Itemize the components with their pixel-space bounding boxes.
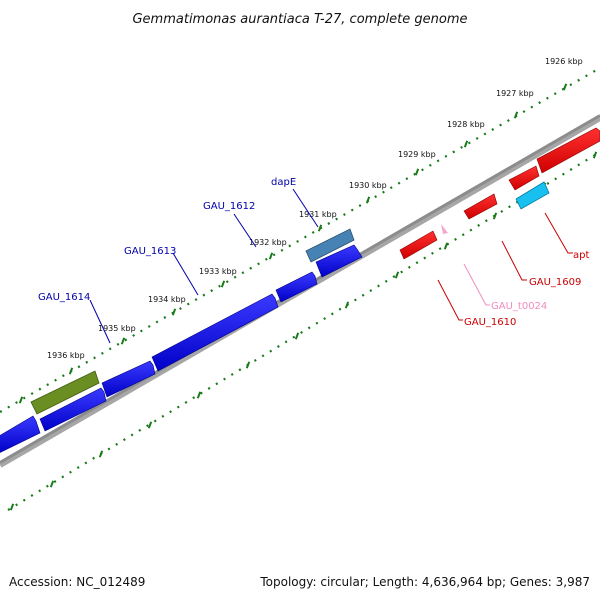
gene-arrow-forward[interactable] bbox=[151, 293, 279, 372]
gene-labels: dapE GAU_1612 GAU_1613 GAU_1614 apt GAU_… bbox=[38, 177, 589, 328]
gene-label-gau-1614[interactable]: GAU_1614 bbox=[38, 292, 90, 303]
kbp-label: 1928 kbp bbox=[447, 120, 485, 129]
kbp-label: 1932 kbp bbox=[249, 238, 287, 247]
gene-arrow-forward[interactable] bbox=[0, 415, 41, 453]
kbp-label: 1933 kbp bbox=[199, 267, 237, 276]
label-leaders bbox=[89, 188, 573, 344]
gene-label-gau-1613[interactable]: GAU_1613 bbox=[124, 246, 176, 257]
gene-label-dape[interactable]: dapE bbox=[271, 177, 296, 188]
genome-summary-text: Topology: circular; Length: 4,636,964 bp… bbox=[259, 575, 590, 589]
gene-arrow-reverse[interactable] bbox=[536, 127, 600, 174]
feature-cyan-apt[interactable] bbox=[515, 181, 550, 210]
gene-arrow-reverse[interactable] bbox=[463, 193, 498, 220]
trna-marker[interactable] bbox=[441, 224, 448, 234]
kbp-label: 1935 kbp bbox=[98, 324, 136, 333]
kbp-label: 1926 kbp bbox=[545, 57, 583, 66]
kbp-label: 1936 kbp bbox=[47, 351, 85, 360]
gene-arrow-reverse[interactable] bbox=[508, 165, 540, 191]
feature-olive[interactable] bbox=[30, 370, 100, 415]
gene-label-gau-1609[interactable]: GAU_1609 bbox=[529, 277, 581, 288]
reverse-genes bbox=[399, 127, 600, 260]
gene-label-gau-1610[interactable]: GAU_1610 bbox=[464, 317, 516, 328]
ruler-track-outer bbox=[0, 67, 600, 413]
gene-arrow-forward[interactable] bbox=[315, 244, 363, 278]
gene-label-gau-1612[interactable]: GAU_1612 bbox=[203, 201, 255, 212]
gene-arrow-forward[interactable] bbox=[39, 387, 107, 432]
gene-label-apt[interactable]: apt bbox=[573, 250, 589, 261]
gene-label-gau-t0024[interactable]: GAU_t0024 bbox=[491, 301, 547, 312]
kbp-label: 1927 kbp bbox=[496, 89, 534, 98]
kbp-label: 1930 kbp bbox=[349, 181, 387, 190]
ruler-labels: 1926 kbp 1927 kbp 1928 kbp 1929 kbp 1930… bbox=[47, 57, 583, 360]
ruler-major-ticks bbox=[18, 83, 568, 404]
ruler-track-inner bbox=[7, 151, 600, 511]
kbp-label: 1929 kbp bbox=[398, 150, 436, 159]
gene-arrow-reverse[interactable] bbox=[399, 230, 438, 260]
gene-arrow-forward[interactable] bbox=[101, 360, 156, 398]
feature-steel-dape[interactable] bbox=[305, 228, 355, 263]
kbp-label: 1931 kbp bbox=[299, 210, 337, 219]
accession-text: Accession: NC_012489 bbox=[9, 575, 145, 589]
gene-arrow-forward[interactable] bbox=[275, 271, 318, 303]
kbp-label: 1934 kbp bbox=[148, 295, 186, 304]
map-title: Gemmatimonas aurantiaca T-27, complete g… bbox=[132, 12, 467, 27]
forward-genes bbox=[0, 244, 363, 453]
